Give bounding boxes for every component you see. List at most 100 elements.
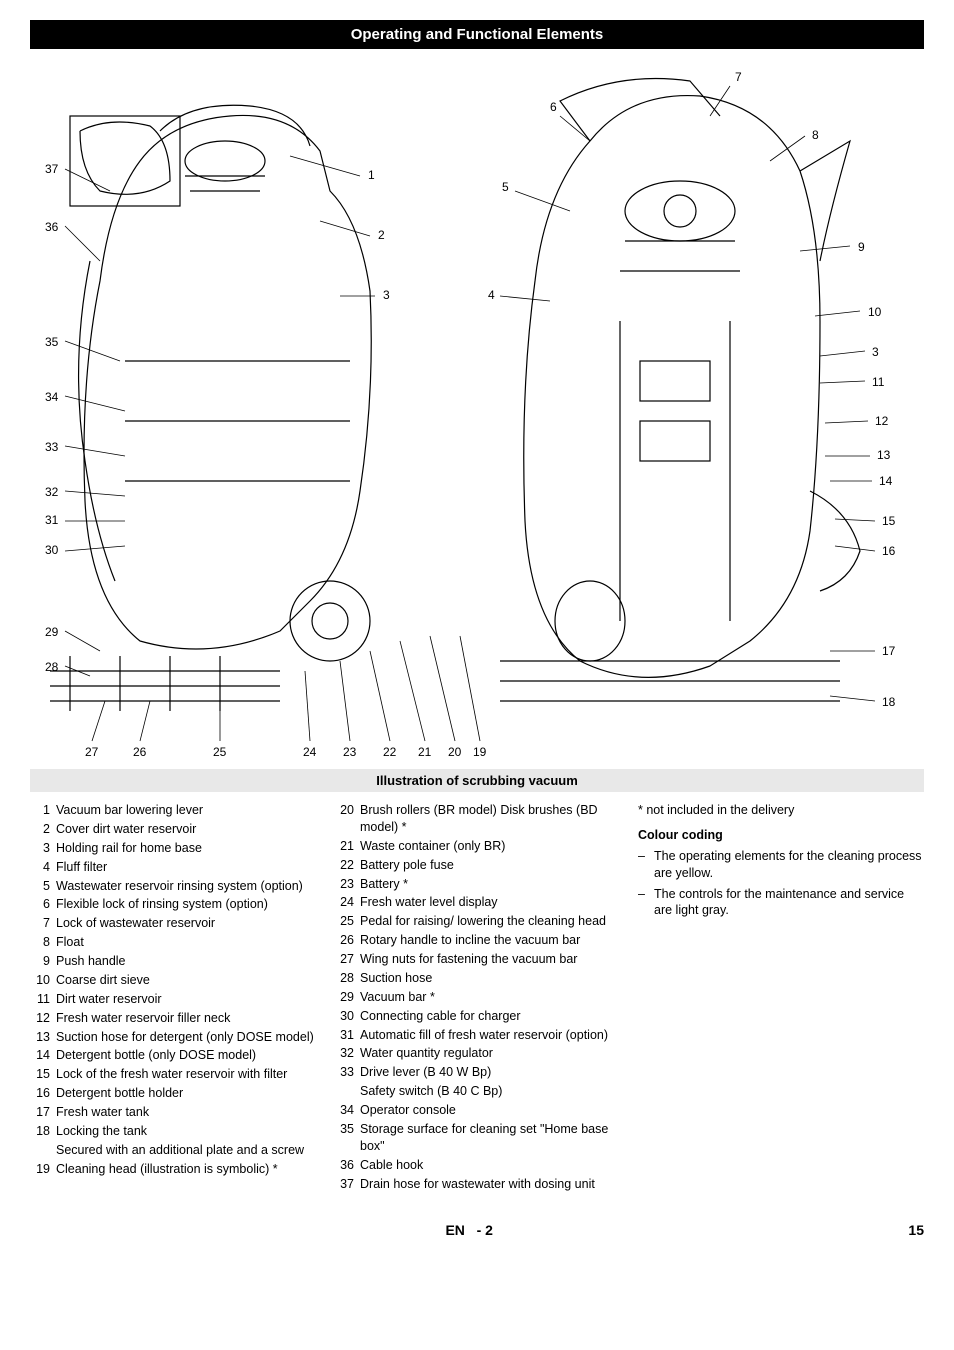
legend-item: 35Storage surface for cleaning set "Home… [334,1121,620,1155]
legend-text: Wing nuts for fastening the vacuum bar [360,951,620,968]
legend-columns: 1Vacuum bar lowering lever 2Cover dirt wa… [30,802,924,1194]
colour-coding-heading: Colour coding [638,827,924,844]
svg-text:22: 22 [383,745,397,759]
legend-item: 18Locking the tank [30,1123,316,1140]
legend-text: Fresh water level display [360,894,620,911]
legend-num: 15 [30,1066,56,1083]
diagram-area: 37 36 35 34 33 32 31 30 29 28 1 2 3 27 2… [30,61,924,761]
legend-num: 33 [334,1064,360,1081]
legend-text: Cleaning head (illustration is symbolic)… [56,1161,316,1178]
legend-num: 9 [30,953,56,970]
legend-item: 5Wastewater reservoir rinsing system (op… [30,878,316,895]
legend-item: 30Connecting cable for charger [334,1008,620,1025]
legend-col-1: 1Vacuum bar lowering lever 2Cover dirt wa… [30,802,316,1180]
svg-text:28: 28 [45,660,59,674]
legend-text: Coarse dirt sieve [56,972,316,989]
legend-num: 5 [30,878,56,895]
legend-item: 24Fresh water level display [334,894,620,911]
legend-num: 2 [30,821,56,838]
legend-text: Battery pole fuse [360,857,620,874]
legend-num: 13 [30,1029,56,1046]
svg-text:8: 8 [812,128,819,142]
legend-num: 30 [334,1008,360,1025]
legend-text: Connecting cable for charger [360,1008,620,1025]
svg-text:24: 24 [303,745,317,759]
legend-item: 26Rotary handle to incline the vacuum ba… [334,932,620,949]
dash-icon: – [638,848,654,882]
svg-text:35: 35 [45,335,59,349]
legend-num: 20 [334,802,360,836]
asterisk-note: * not included in the delivery [638,802,924,819]
svg-text:1: 1 [368,168,375,182]
svg-text:20: 20 [448,745,462,759]
footer-center: EN - 2 [445,1222,492,1238]
legend-text: Storage surface for cleaning set "Home b… [360,1121,620,1155]
svg-text:2: 2 [378,228,385,242]
legend-num: 23 [334,876,360,893]
svg-text:7: 7 [735,70,742,84]
legend-text: Battery * [360,876,620,893]
legend-text: Fresh water tank [56,1104,316,1121]
legend-num: 27 [334,951,360,968]
svg-text:12: 12 [875,414,889,428]
svg-text:18: 18 [882,695,896,709]
svg-text:21: 21 [418,745,432,759]
legend-text: Cover dirt water reservoir [56,821,316,838]
legend-col-2: 20Brush rollers (BR model) Disk brushes … [334,802,620,1194]
legend-item: 32Water quantity regulator [334,1045,620,1062]
legend-text: Lock of wastewater reservoir [56,915,316,932]
legend-text: Wastewater reservoir rinsing system (opt… [56,878,316,895]
legend-item: 9Push handle [30,953,316,970]
svg-text:3: 3 [872,345,879,359]
legend-item: 11Dirt water reservoir [30,991,316,1008]
legend-item: 2Cover dirt water reservoir [30,821,316,838]
legend-text: Lock of the fresh water reservoir with f… [56,1066,316,1083]
legend-item: 10Coarse dirt sieve [30,972,316,989]
legend-item: 37Drain hose for wastewater with dosing … [334,1176,620,1193]
legend-item: 29Vacuum bar * [334,989,620,1006]
colour-bullets: – The operating elements for the cleanin… [638,848,924,920]
legend-item: 25Pedal for raising/ lowering the cleani… [334,913,620,930]
svg-text:34: 34 [45,390,59,404]
dash-icon: – [638,886,654,920]
legend-item: 6Flexible lock of rinsing system (option… [30,896,316,913]
legend-num: 24 [334,894,360,911]
legend-text: Suction hose for detergent (only DOSE mo… [56,1029,316,1046]
legend-text: Dirt water reservoir [56,991,316,1008]
svg-text:10: 10 [868,305,882,319]
legend-text: Brush rollers (BR model) Disk brushes (B… [360,802,620,836]
legend-num: 10 [30,972,56,989]
legend-text: Vacuum bar * [360,989,620,1006]
legend-num: 21 [334,838,360,855]
legend-item: 34Operator console [334,1102,620,1119]
svg-text:19: 19 [473,745,487,759]
legend-text: Suction hose [360,970,620,987]
legend-item: 27Wing nuts for fastening the vacuum bar [334,951,620,968]
legend-num: 3 [30,840,56,857]
legend-num: 11 [30,991,56,1008]
legend-text: Detergent bottle (only DOSE model) [56,1047,316,1064]
legend-item: 16Detergent bottle holder [30,1085,316,1102]
legend-item: 36Cable hook [334,1157,620,1174]
svg-text:3: 3 [383,288,390,302]
svg-text:14: 14 [879,474,893,488]
legend-num: 1 [30,802,56,819]
legend-text: Waste container (only BR) [360,838,620,855]
legend-num: 4 [30,859,56,876]
legend-num: 7 [30,915,56,932]
legend-text: Locking the tank [56,1123,316,1140]
legend-text: Fresh water reservoir filler neck [56,1010,316,1027]
legend-item: 1Vacuum bar lowering lever [30,802,316,819]
svg-text:26: 26 [133,745,147,759]
legend-num: 17 [30,1104,56,1121]
legend-num: 37 [334,1176,360,1193]
svg-text:36: 36 [45,220,59,234]
svg-text:11: 11 [872,375,885,389]
svg-text:31: 31 [45,513,59,527]
legend-item: 15Lock of the fresh water reservoir with… [30,1066,316,1083]
legend-text: Pedal for raising/ lowering the cleaning… [360,913,620,930]
legend-subtext: Secured with an additional plate and a s… [30,1142,316,1159]
svg-text:5: 5 [502,180,509,194]
svg-text:25: 25 [213,745,227,759]
legend-item: 3Holding rail for home base [30,840,316,857]
